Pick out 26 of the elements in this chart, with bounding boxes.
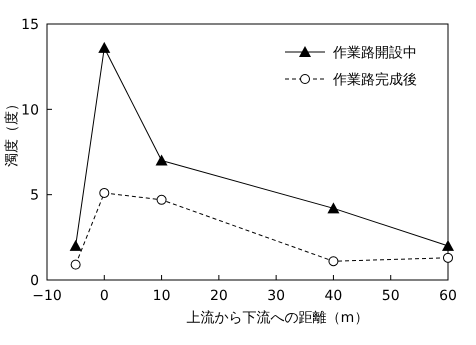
point: [442, 240, 454, 251]
point: [98, 42, 110, 53]
point: [328, 256, 338, 266]
x-tick-label: 50: [382, 288, 400, 304]
point: [443, 252, 453, 263]
y-tick-label: 15: [21, 17, 39, 33]
legend-label: 作業路開設中: [332, 45, 417, 61]
y-axis-title: 濁度（度）: [4, 97, 20, 167]
point: [99, 188, 110, 198]
x-tick-label: 20: [210, 288, 228, 304]
point: [327, 202, 340, 214]
y-tick-label: 10: [21, 102, 39, 118]
y-tick-label: 0: [30, 273, 39, 289]
y-tick-label: 5: [30, 188, 39, 204]
point: [156, 194, 167, 205]
legend-label: 作業路完成後: [332, 72, 417, 88]
x-tick-label: 0: [100, 288, 109, 304]
point: [156, 154, 168, 166]
x-tick-label: −10: [32, 288, 62, 304]
point: [70, 260, 81, 270]
x-tick-label: 30: [267, 288, 286, 304]
x-tick-label: 60: [439, 288, 457, 304]
point: [70, 240, 82, 251]
x-axis-title: 上流から下流への距離（m）: [186, 310, 368, 326]
x-tick-label: 10: [152, 288, 170, 304]
x-tick-label: 40: [324, 288, 342, 304]
